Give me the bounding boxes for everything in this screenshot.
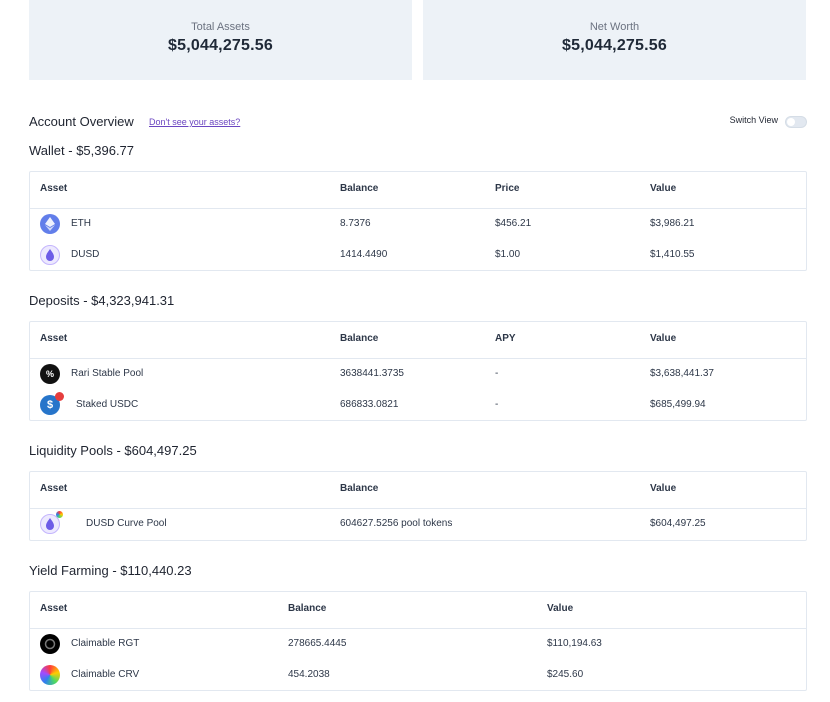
balance-cell: 604627.5256 pool tokens [340, 518, 453, 529]
switch-view-label: Switch View [729, 115, 778, 125]
liquidity-title: Liquidity Pools - $604,497.25 [29, 443, 197, 458]
value-cell: $604,497.25 [650, 518, 706, 529]
missing-assets-link[interactable]: Don't see your assets? [149, 117, 241, 127]
staking-badge-icon [55, 392, 64, 401]
column-header: Value [650, 183, 677, 194]
column-header: Balance [340, 333, 379, 344]
asset-name: Rari Stable Pool [71, 368, 144, 379]
column-header: Asset [40, 483, 68, 494]
table-header: Asset Balance Value [30, 592, 806, 629]
account-overview-title: Account Overview [29, 114, 134, 129]
price-cell: $1.00 [495, 249, 521, 260]
usdc-icon: $ [40, 395, 60, 415]
liquidity-table: Asset Balance Value DUSD Curve Pool 6046… [29, 471, 807, 541]
total-assets-value: $5,044,275.56 [168, 37, 273, 54]
column-header: Price [495, 183, 520, 194]
balance-cell: 278665.4445 [288, 638, 347, 649]
table-row[interactable]: DUSD Curve Pool 604627.5256 pool tokens … [30, 509, 806, 540]
curve-badge-icon [56, 511, 63, 518]
balance-cell: 3638441.3735 [340, 368, 404, 379]
column-header: APY [495, 333, 516, 344]
table-header: Asset Balance Value [30, 472, 806, 509]
value-cell: $3,638,441.37 [650, 368, 714, 379]
account-overview-header: Account Overview Don't see your assets? … [29, 114, 807, 130]
table-row[interactable]: % Rari Stable Pool 3638441.3735 - $3,638… [30, 359, 806, 390]
balance-cell: 454.2038 [288, 669, 330, 680]
asset-name: Staked USDC [76, 399, 139, 410]
value-cell: $110,194.63 [547, 638, 602, 649]
column-header: Balance [340, 483, 379, 494]
column-header: Asset [40, 603, 68, 614]
dusd-curve-icon [40, 514, 60, 534]
table-header: Asset Balance Price Value [30, 172, 806, 209]
table-header: Asset Balance APY Value [30, 322, 806, 359]
apy-cell: - [495, 399, 499, 410]
net-worth-label: Net Worth [589, 21, 640, 33]
asset-name: Claimable RGT [71, 638, 140, 649]
column-header: Balance [288, 603, 327, 614]
farming-title: Yield Farming - $110,440.23 [29, 563, 192, 578]
total-assets-label: Total Assets [191, 21, 250, 33]
table-row[interactable]: DUSD 1414.4490 $1.00 $1,410.55 [30, 240, 806, 271]
column-header: Value [650, 333, 677, 344]
balance-cell: 686833.0821 [340, 399, 399, 410]
toggle-knob [787, 118, 795, 126]
asset-name: ETH [71, 218, 91, 229]
value-cell: $245.60 [547, 669, 584, 680]
asset-name: Claimable CRV [71, 669, 140, 680]
table-row[interactable]: Claimable CRV 454.2038 $245.60 [30, 660, 806, 691]
farming-table: Asset Balance Value Claimable RGT 278665… [29, 591, 807, 691]
net-worth-card: Net Worth $5,044,275.56 [423, 0, 806, 80]
column-header: Value [650, 483, 677, 494]
table-row[interactable]: ETH 8.7376 $456.21 $3,986.21 [30, 209, 806, 240]
column-header: Asset [40, 183, 68, 194]
column-header: Asset [40, 333, 68, 344]
price-cell: $456.21 [495, 218, 532, 229]
table-row[interactable]: Claimable RGT 278665.4445 $110,194.63 [30, 629, 806, 660]
net-worth-value: $5,044,275.56 [562, 37, 667, 54]
deposits-title: Deposits - $4,323,941.31 [29, 293, 175, 308]
column-header: Balance [340, 183, 379, 194]
asset-name: DUSD Curve Pool [86, 518, 167, 529]
table-row[interactable]: $ Staked USDC 686833.0821 - $685,499.94 [30, 390, 806, 421]
value-cell: $1,410.55 [650, 249, 695, 260]
value-cell: $3,986.21 [650, 218, 695, 229]
deposits-table: Asset Balance APY Value % Rari Stable Po… [29, 321, 807, 421]
crv-icon [40, 665, 60, 685]
asset-name: DUSD [71, 249, 100, 260]
balance-cell: 8.7376 [340, 218, 371, 229]
column-header: Value [547, 603, 574, 614]
rgt-icon [40, 634, 60, 654]
eth-icon [40, 214, 60, 234]
apy-cell: - [495, 368, 499, 379]
value-cell: $685,499.94 [650, 399, 706, 410]
wallet-title: Wallet - $5,396.77 [29, 143, 135, 158]
switch-view-toggle[interactable] [785, 116, 807, 128]
wallet-table: Asset Balance Price Value ETH 8.7376 $45… [29, 171, 807, 271]
balance-cell: 1414.4490 [340, 249, 388, 260]
rari-icon: % [40, 364, 60, 384]
total-assets-card: Total Assets $5,044,275.56 [29, 0, 412, 80]
dusd-icon [40, 245, 60, 265]
